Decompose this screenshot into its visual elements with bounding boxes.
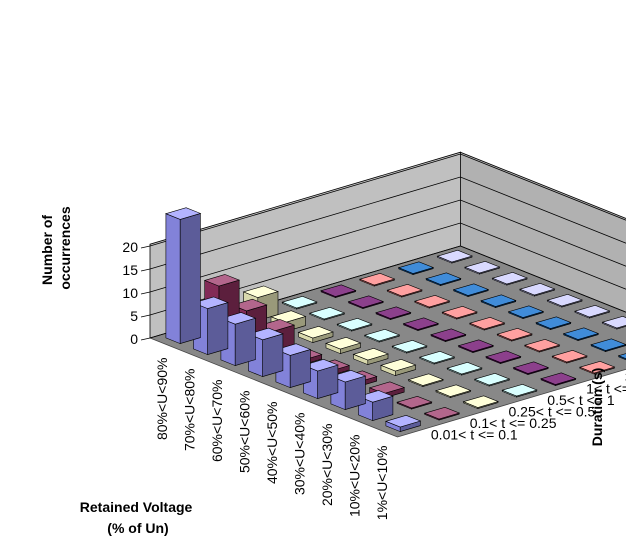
bar	[164, 207, 202, 345]
duration-tick-label: 0.1< t <= 0.25	[470, 415, 557, 431]
bar	[562, 327, 600, 342]
bar	[336, 317, 373, 332]
bar	[601, 315, 626, 330]
duration-axis-ticks: 0.01< t <= 0.10.1< t <= 0.250.25< t <= 0…	[431, 369, 626, 443]
voltage-axis-title: Retained Voltage (% of Un)	[80, 499, 196, 536]
bar	[281, 295, 318, 310]
bar	[457, 339, 495, 354]
bar	[397, 261, 435, 276]
bar	[396, 395, 433, 410]
z-gridline	[149, 176, 626, 270]
bar	[436, 249, 473, 264]
voltage-tick-label: 1%<U<10%	[374, 446, 390, 521]
bar	[473, 372, 511, 387]
bar	[380, 358, 417, 377]
bar	[535, 316, 572, 331]
bar	[430, 328, 467, 343]
bar	[464, 260, 501, 275]
bar	[302, 358, 339, 400]
duration-tick-label: 0.01< t <= 0.1	[431, 426, 518, 442]
z-tick-mark	[140, 268, 151, 272]
bar	[386, 283, 423, 298]
bar	[402, 317, 440, 332]
voltage-axis-ticks: 80%<U<90% 70%<U<80% 60%<U<70% 50%<U<60% 40%<…	[154, 358, 390, 521]
bar	[462, 395, 499, 410]
bar	[574, 304, 611, 319]
z-gridline	[149, 153, 626, 247]
bar	[496, 327, 533, 342]
bar	[347, 295, 385, 310]
duration-axis-title: Duration (s)	[589, 368, 605, 447]
duration-tick-label: 1< t <= 3	[586, 380, 626, 396]
voltage-tick-label: 30%<U<40%	[291, 413, 307, 496]
bar	[274, 343, 312, 389]
duration-tick-label: 0.5< t <= 1	[547, 392, 615, 408]
chart-bars	[164, 207, 626, 433]
z-tick-mark	[140, 291, 151, 295]
z-tick-label: 0	[130, 331, 138, 347]
bar	[512, 361, 550, 376]
bar	[358, 272, 396, 287]
bar	[491, 271, 528, 286]
bar	[523, 338, 561, 353]
bar	[407, 373, 444, 388]
z-gridline	[149, 222, 626, 316]
voltage-tick-label: 60%<U<70%	[209, 380, 225, 463]
bar	[551, 349, 588, 364]
duration-tick-label: 3< t <= 20	[625, 369, 626, 385]
z-axis-title: Number of occurrences	[39, 206, 73, 289]
bar	[297, 325, 334, 344]
duration-tick-label: 0.25< t <= 0.5	[509, 403, 596, 419]
bar	[485, 350, 522, 365]
z-tick-label: 20	[122, 239, 138, 255]
voltage-tick-label: 50%<U<60%	[236, 391, 252, 474]
bar	[391, 339, 428, 354]
bar	[435, 384, 472, 399]
bar	[325, 336, 362, 355]
z-tick-label: 5	[130, 308, 138, 324]
bar	[617, 353, 626, 361]
bar	[423, 406, 461, 421]
bar	[507, 305, 545, 320]
bar	[441, 305, 478, 320]
bar	[320, 284, 357, 299]
voltage-tick-label: 10%<U<20%	[346, 435, 362, 518]
voltage-tick-label: 70%<U<80%	[181, 369, 197, 452]
bar	[375, 306, 412, 321]
bar	[501, 383, 538, 398]
voltage-tick-label: 80%<U<90%	[154, 358, 170, 441]
voltage-tick-label: 40%<U<50%	[264, 402, 280, 485]
z-tick-mark	[140, 337, 151, 341]
bar	[590, 338, 626, 353]
bar	[446, 361, 483, 376]
z-tick-label: 15	[122, 262, 138, 278]
bar	[384, 414, 422, 433]
bar	[418, 350, 456, 365]
bar	[480, 294, 517, 309]
bar	[540, 372, 577, 387]
bar	[578, 360, 616, 375]
bar	[413, 294, 451, 309]
bar	[308, 306, 346, 321]
bar	[452, 283, 490, 298]
bar	[519, 282, 556, 297]
voltage-tick-label: 20%<U<30%	[319, 424, 335, 507]
bar	[363, 328, 401, 343]
bar	[468, 316, 506, 331]
bar	[425, 272, 462, 287]
bar	[546, 293, 583, 308]
z-axis-ticks: 0 5 10 15 20	[122, 239, 151, 347]
z-gridline	[149, 199, 626, 293]
z-tick-mark	[140, 245, 151, 249]
z-tick-label: 10	[122, 285, 138, 301]
z-tick-mark	[140, 314, 151, 318]
bar	[352, 347, 389, 366]
